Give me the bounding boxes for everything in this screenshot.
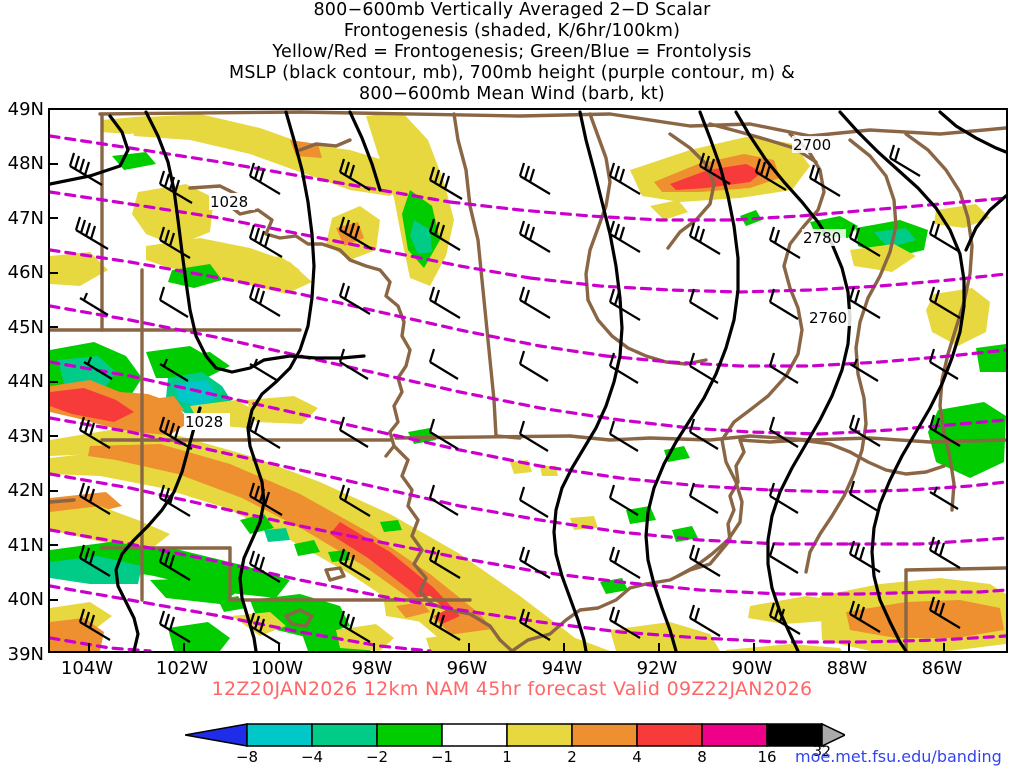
shade-red-ne [670,164,762,190]
shade-green-e2 [976,344,1006,372]
y-tick-46N: 46N [7,262,44,283]
colorbar-tick--4: −4 [300,748,324,766]
colorbar-cell-cyan [246,723,313,747]
title-line-2: Frontogenesis (shaded, K/6hr/100km) [343,21,681,41]
shade-yellow-se3 [726,644,842,651]
shade-yellow-ne4 [650,200,688,220]
shade-green-small4 [328,550,350,562]
colorbar-tick-8: 8 [697,748,707,766]
shade-green-s2 [150,578,240,604]
colorbar-cell-red [636,723,703,747]
shade-green-small3 [294,540,320,556]
title-line-1: 800−600mb Vertically Averaged 2−D Scalar [313,0,711,20]
y-tick-41N: 41N [7,535,44,556]
colorbar-tick--8: −8 [235,748,259,766]
shade-green-w2 [146,346,214,378]
colorbar-tick-4: 4 [632,748,642,766]
shade-green-c2 [380,520,402,532]
map-plot-area[interactable]: 1028 1028 2700 2780 2760 [48,108,1008,653]
shade-yellow-ne3 [850,244,916,272]
shade-yellow-p2 [50,506,170,550]
colorbar-cell-orange [571,723,638,747]
x-tick-88W: 88W [826,658,868,679]
colorbar-under-arrow [185,723,248,747]
shade-yellow-w3 [246,396,318,424]
y-tick-47N: 47N [7,208,44,229]
shade-yellow-nw [130,114,410,196]
height-label-2780: 2780 [803,229,841,247]
x-tick-86W: 86W [921,658,963,679]
axis-ticks [50,163,945,651]
colorbar-cell-black [766,723,823,747]
y-tick-45N: 45N [7,317,44,338]
title-line-3: Yellow/Red = Frontogenesis; Green/Blue =… [272,42,752,62]
colorbar-tick-16: 16 [757,748,777,766]
height-label-2760: 2760 [809,309,847,327]
colorbar-cell-yellow [506,723,573,747]
y-tick-44N: 44N [7,371,44,392]
height-label-2700: 2700 [793,136,831,154]
shade-teal-ne [874,228,916,248]
y-tick-42N: 42N [7,480,44,501]
site-watermark[interactable]: moe.met.fsu.edu/banding [795,747,1002,766]
forecast-caption: 12Z20JAN2026 12km NAM 45hr forecast Vali… [211,678,813,700]
colorbar-tick-1: 1 [502,748,512,766]
shade-green-c3 [626,506,656,524]
mslp-contours [50,110,1006,651]
colorbar-tick--2: −2 [365,748,389,766]
colorbar-cell-green [376,723,443,747]
shade-yellow-ne2 [934,204,990,228]
x-tick-102W: 102W [155,658,209,679]
x-tick-100W: 100W [250,658,304,679]
x-tick-90W: 90W [731,658,773,679]
x-tick-104W: 104W [60,658,114,679]
colorbar-cell-white [441,723,508,747]
y-tick-49N: 49N [7,99,44,120]
shade-yellow-se2 [748,596,850,624]
shade-teal-small1 [264,528,290,542]
colorbar-tick-32: 32 [813,744,831,760]
y-tick-43N: 43N [7,426,44,447]
colorbar[interactable] [185,722,845,748]
title-line-4: MSLP (black contour, mb), 700mb height (… [229,63,795,83]
shade-orange-w2 [146,396,184,418]
x-tick-94W: 94W [541,658,583,679]
colorbar-cell-magenta [701,723,768,747]
shade-orange-s2 [396,602,430,618]
contour-label-group: 1028 1028 2700 2780 2760 [184,136,852,431]
map-svg: 1028 1028 2700 2780 2760 [50,110,1006,651]
title-line-5: 800−600mb Mean Wind (barb, kt) [359,84,665,104]
shade-yellow-w1 [50,252,108,286]
colorbar-tick-2: 2 [567,748,577,766]
shade-green-ne1 [740,210,762,226]
x-tick-98W: 98W [351,658,393,679]
colorbar-cell-teal [311,723,378,747]
y-tick-48N: 48N [7,153,44,174]
shade-cyan-w1 [176,380,218,408]
shade-red-w1 [50,388,134,422]
y-tick-40N: 40N [7,589,44,610]
x-tick-96W: 96W [446,658,488,679]
shade-teal-nc [410,220,432,254]
x-tick-92W: 92W [636,658,678,679]
mslp-label-1028-central: 1028 [185,413,223,431]
shade-green-small2 [240,514,274,534]
colorbar-tick--1: −1 [430,748,454,766]
shade-green-s4 [168,622,230,651]
chart-title: 800−600mb Vertically Averaged 2−D Scalar… [0,0,1024,105]
mslp-label-1028-north: 1028 [210,193,248,211]
y-tick-39N: 39N [7,644,44,665]
shade-yellow-nc3 [236,256,300,284]
colorbar-over-arrow [821,722,845,748]
shade-yellow-nw3 [132,184,214,246]
